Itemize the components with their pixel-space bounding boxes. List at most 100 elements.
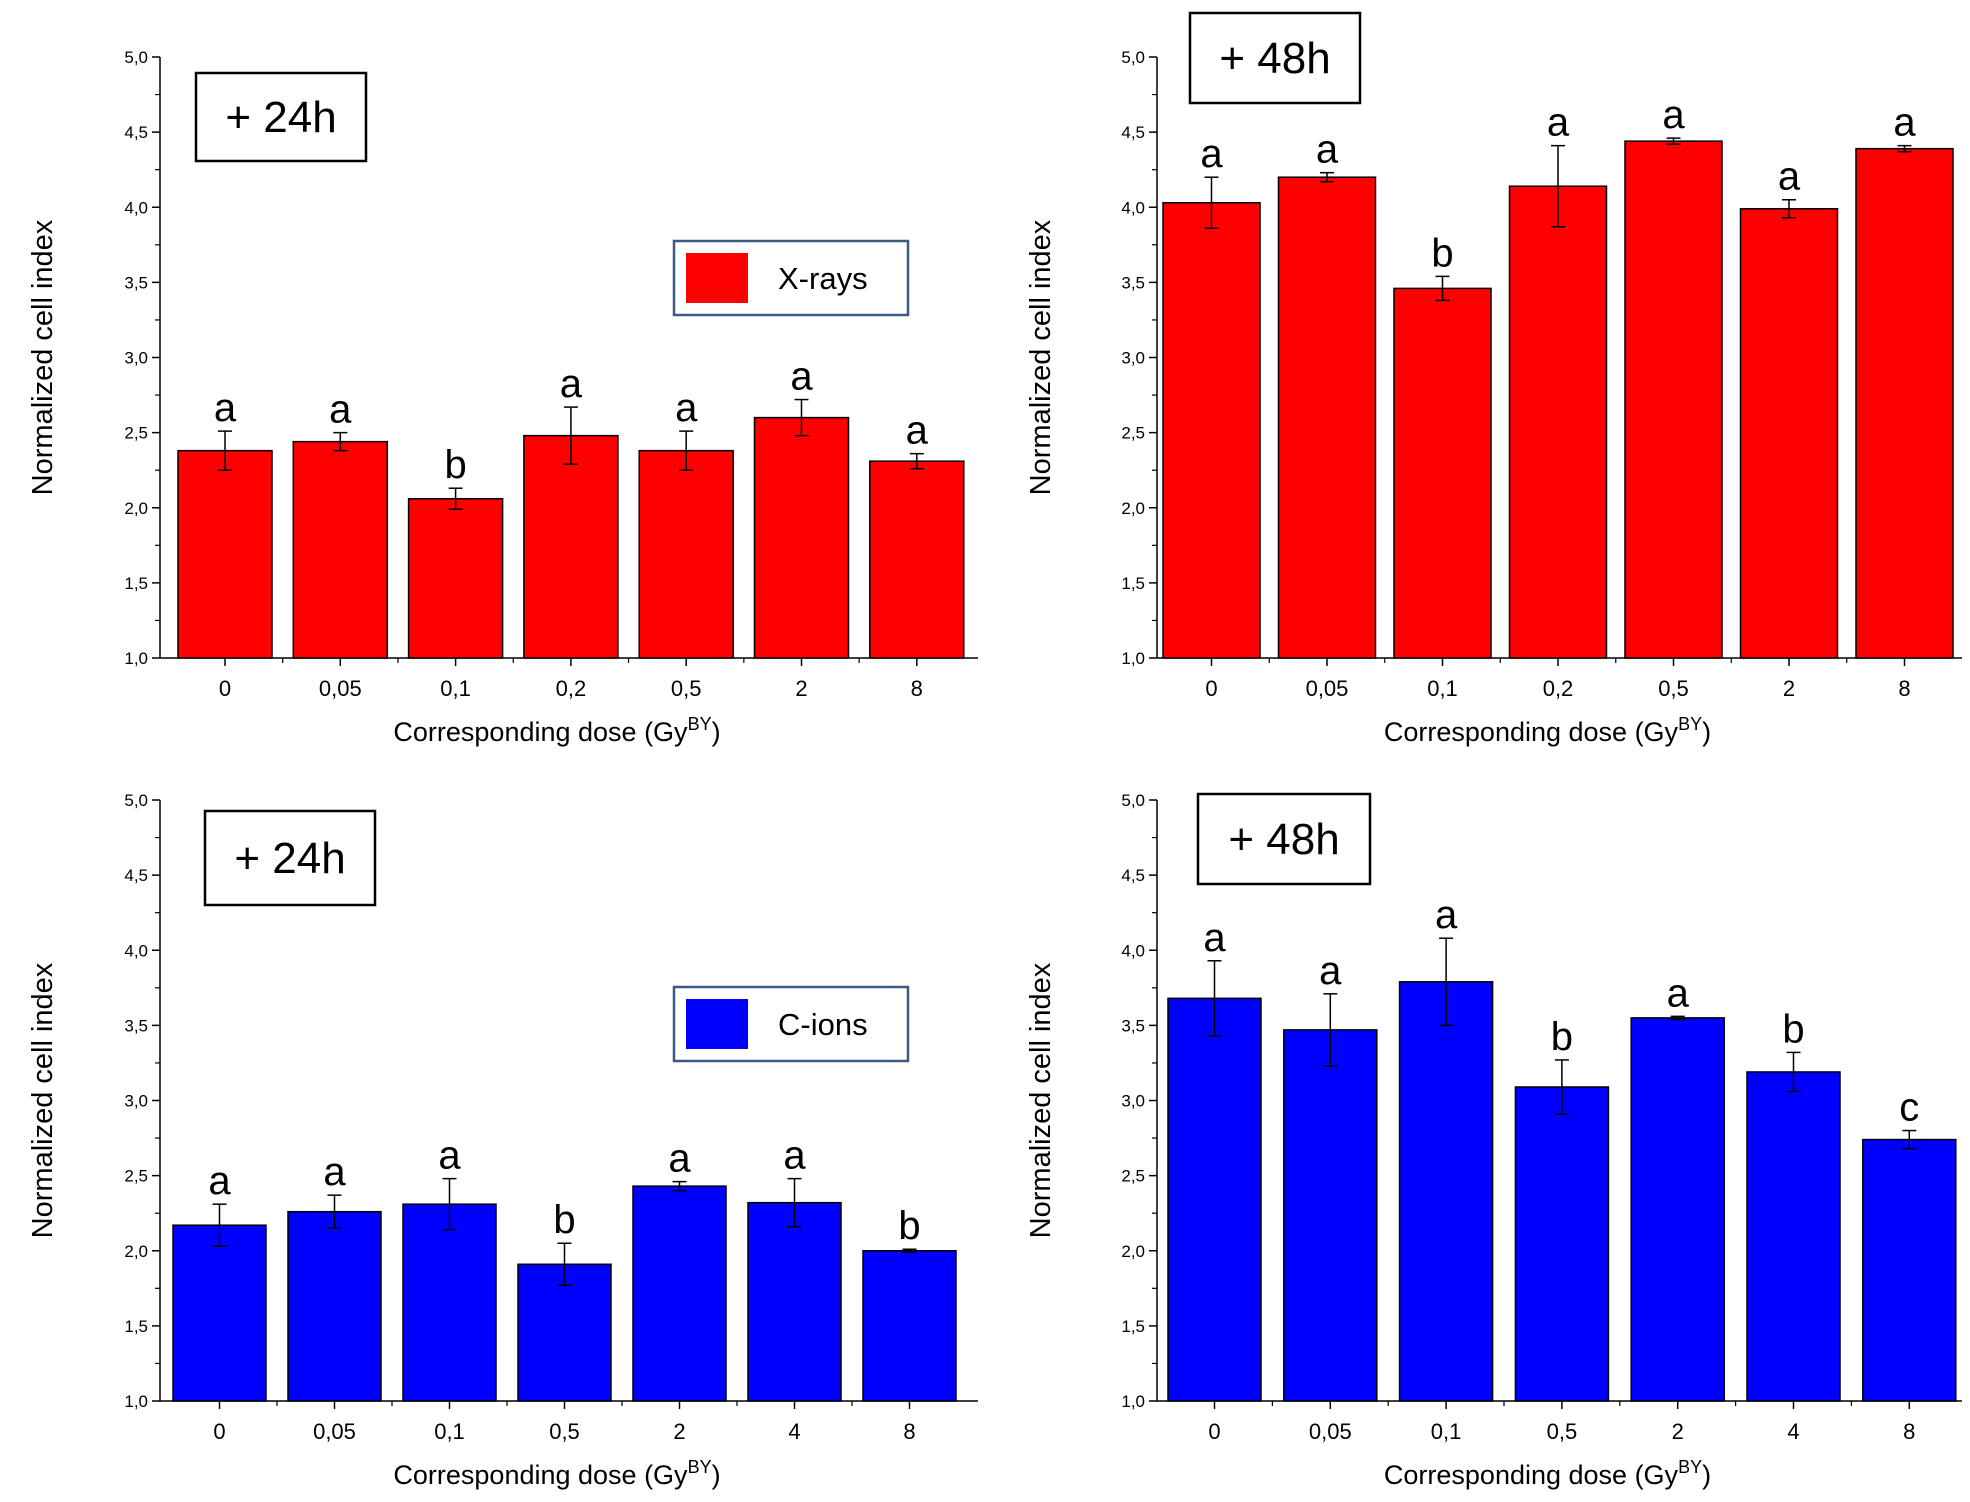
x-axis-label: Corresponding dose (GyBY) bbox=[393, 1457, 720, 1490]
bar bbox=[1630, 1017, 1725, 1402]
y-tick-label: 4,5 bbox=[1121, 866, 1145, 885]
significance-letter: b bbox=[1551, 1015, 1573, 1059]
bar bbox=[407, 497, 504, 659]
x-axis-label: Corresponding dose (GyBY) bbox=[1384, 714, 1711, 747]
significance-letter: a bbox=[1547, 101, 1570, 145]
y-tick-label: 4,0 bbox=[124, 198, 148, 217]
bar bbox=[523, 434, 619, 659]
time-annotation-box bbox=[203, 809, 377, 907]
x-tick-label: 0,5 bbox=[549, 1419, 580, 1444]
significance-letter: b bbox=[1431, 231, 1453, 275]
x-tick-label: 0 bbox=[1208, 1419, 1220, 1444]
y-tick-label: 5,0 bbox=[1121, 48, 1145, 67]
y-tick-label: 2,0 bbox=[124, 499, 148, 518]
time-annotation-label: + 48h bbox=[1219, 34, 1330, 83]
y-tick-label: 5,0 bbox=[124, 48, 148, 67]
bar bbox=[747, 1201, 842, 1402]
y-axis-label: Normalized cell index bbox=[27, 962, 59, 1238]
y-tick-label: 4,5 bbox=[124, 866, 148, 885]
x-tick-label: 0,1 bbox=[1427, 676, 1458, 701]
significance-letter: a bbox=[1435, 893, 1458, 937]
chart-panel-2: 1,0 1,5 2,0 2,5 3,0 3,5 4,0 4,5 5,0 Normalized ce… bbox=[1025, 11, 1962, 747]
bar bbox=[177, 449, 273, 659]
bar bbox=[1514, 1086, 1610, 1402]
bar bbox=[402, 1203, 497, 1402]
x-tick-label: 8 bbox=[1898, 676, 1910, 701]
bar bbox=[1739, 208, 1839, 659]
y-tick-label: 1,0 bbox=[1121, 1392, 1145, 1411]
x-tick-label: 2 bbox=[673, 1419, 685, 1444]
bar bbox=[632, 1185, 727, 1402]
y-tick-label: 3,0 bbox=[1121, 349, 1145, 368]
y-tick-label: 1,0 bbox=[124, 649, 148, 668]
y-tick-label: 2,0 bbox=[124, 1242, 148, 1261]
significance-letter: a bbox=[323, 1150, 346, 1194]
chart-panel-1: 1,0 1,5 2,0 2,5 3,0 3,5 4,0 4,5 5,0 Normalized ce… bbox=[27, 48, 978, 747]
significance-letter: a bbox=[1662, 93, 1685, 137]
bar bbox=[1624, 140, 1723, 659]
bar bbox=[1283, 1029, 1378, 1402]
y-tick-label: 4,0 bbox=[124, 941, 148, 960]
chart-panel-4: 1,0 1,5 2,0 2,5 3,0 3,5 4,0 4,5 5,0 Normalized ce… bbox=[1025, 791, 1962, 1490]
y-tick-label: 2,5 bbox=[124, 1167, 148, 1186]
significance-letter: a bbox=[675, 386, 698, 430]
significance-letter: a bbox=[1319, 949, 1342, 993]
x-tick-label: 0,5 bbox=[1658, 676, 1689, 701]
x-tick-label: 0,1 bbox=[440, 676, 471, 701]
x-tick-label: 0 bbox=[219, 676, 231, 701]
x-tick-label: 4 bbox=[788, 1419, 800, 1444]
y-axis-label: Normalized cell index bbox=[1025, 962, 1057, 1238]
bar bbox=[1162, 201, 1261, 659]
x-tick-label: 8 bbox=[1903, 1419, 1915, 1444]
bar bbox=[517, 1263, 612, 1402]
x-tick-label: 4 bbox=[1787, 1419, 1799, 1444]
bar bbox=[869, 460, 965, 659]
x-tick-label: 0,1 bbox=[1431, 1419, 1462, 1444]
x-tick-label: 2 bbox=[1783, 676, 1795, 701]
significance-letter: a bbox=[1778, 155, 1801, 199]
y-tick-label: 1,5 bbox=[124, 1317, 148, 1336]
y-tick-label: 2,0 bbox=[1121, 499, 1145, 518]
x-tick-label: 0,5 bbox=[1547, 1419, 1578, 1444]
x-axis-label: Corresponding dose (GyBY) bbox=[1384, 1457, 1711, 1490]
bar bbox=[1508, 185, 1608, 659]
significance-letter: a bbox=[783, 1134, 806, 1178]
y-tick-label: 3,5 bbox=[124, 273, 148, 292]
time-annotation-label: + 48h bbox=[1228, 815, 1339, 864]
bar bbox=[753, 416, 850, 659]
y-tick-label: 3,0 bbox=[124, 349, 148, 368]
x-tick-label: 0,5 bbox=[671, 676, 702, 701]
significance-letter: a bbox=[668, 1137, 691, 1181]
bar bbox=[1398, 981, 1494, 1402]
y-tick-label: 1,5 bbox=[1121, 574, 1145, 593]
significance-letter: b bbox=[1782, 1007, 1804, 1051]
legend-swatch bbox=[686, 999, 748, 1049]
time-annotation-box bbox=[1196, 792, 1372, 886]
bar bbox=[638, 449, 734, 659]
y-tick-label: 2,5 bbox=[124, 424, 148, 443]
significance-letter: c bbox=[1899, 1086, 1919, 1130]
x-tick-label: 0,1 bbox=[434, 1419, 465, 1444]
chart-panel-3: 1,0 1,5 2,0 2,5 3,0 3,5 4,0 4,5 5,0 Normalized ce… bbox=[27, 791, 978, 1490]
significance-letter: a bbox=[560, 362, 583, 406]
y-tick-label: 2,0 bbox=[1121, 1242, 1145, 1261]
x-tick-label: 2 bbox=[1672, 1419, 1684, 1444]
x-axis-label: Corresponding dose (GyBY) bbox=[393, 714, 720, 747]
significance-letter: a bbox=[1203, 916, 1226, 960]
y-tick-label: 3,0 bbox=[124, 1092, 148, 1111]
bar bbox=[1746, 1071, 1841, 1402]
y-tick-label: 1,0 bbox=[1121, 649, 1145, 668]
significance-letter: b bbox=[553, 1198, 575, 1242]
significance-letter: a bbox=[214, 386, 237, 430]
bar bbox=[1167, 997, 1262, 1402]
significance-letter: b bbox=[898, 1204, 920, 1248]
y-tick-label: 5,0 bbox=[1121, 791, 1145, 810]
bar bbox=[1862, 1138, 1957, 1402]
y-tick-label: 1,5 bbox=[1121, 1317, 1145, 1336]
y-tick-label: 4,5 bbox=[1121, 123, 1145, 142]
time-annotation-label: + 24h bbox=[234, 834, 345, 883]
time-annotation-box bbox=[194, 71, 368, 163]
legend-swatch bbox=[686, 253, 748, 303]
y-tick-label: 3,0 bbox=[1121, 1092, 1145, 1111]
